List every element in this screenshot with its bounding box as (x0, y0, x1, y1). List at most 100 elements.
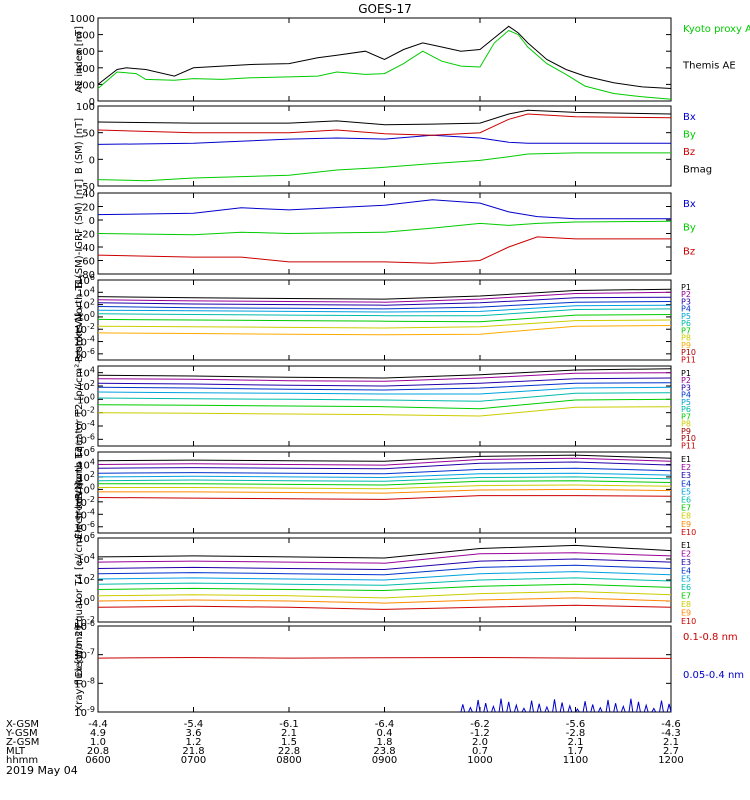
legend-series: Bx (683, 112, 696, 123)
legend-channel: P8 (681, 420, 691, 429)
ytick-label: 50 (82, 129, 95, 140)
series-line-p8 (97, 406, 672, 417)
legend-channel: P2 (681, 376, 691, 385)
legend-channel: E5 (681, 575, 691, 584)
ephem-value: 1.5 (281, 737, 297, 748)
series-line-0-1-0-8-nm (97, 656, 672, 659)
ephem-row-label: hhmm (6, 755, 38, 766)
legend-channel: P10 (681, 348, 696, 357)
panel-ylabel: Xray flux [W/m2] (74, 626, 85, 711)
legend-series: Bx (683, 199, 696, 210)
legend-channel: P3 (681, 383, 691, 392)
legend-channel: E3 (681, 471, 691, 480)
series-line-p2 (97, 291, 672, 303)
series-line-e3 (97, 461, 672, 470)
ephem-row-label: Z-GSM (6, 737, 39, 748)
legend-channel: E2 (681, 549, 691, 558)
ephem-value: -1.2 (470, 728, 490, 739)
panel-ylabel: B (SM)-IGRF (SM) [nT] (74, 179, 85, 288)
ephem-value: 0800 (276, 755, 301, 766)
ephem-value: 20.8 (87, 746, 109, 757)
series-line-p1 (97, 368, 672, 379)
legend-channel: P1 (681, 369, 691, 378)
legend-channel: P10 (681, 434, 696, 443)
panel-legend: Kyoto proxy AE Themis AE (682, 24, 750, 72)
series-line-e5 (97, 472, 672, 479)
series-line-p4 (97, 301, 672, 310)
ephem-row-label: X-GSM (6, 719, 39, 730)
series-line-themis-ae (97, 25, 672, 89)
panel-ylabel: Protons Equator T2 [p/(cm²-s-sr-keV)] (74, 313, 85, 500)
ephem-value: 22.8 (278, 746, 300, 757)
legend-channel: E4 (681, 479, 691, 488)
ephem-value: -4.4 (88, 719, 108, 730)
ephem-value: 4.9 (90, 728, 106, 739)
ephem-value: -5.4 (184, 719, 204, 730)
ephem-value: 1.8 (377, 737, 393, 748)
legend-channel: P3 (681, 297, 691, 306)
series-line-e9 (98, 488, 672, 494)
ephem-value: -2.8 (566, 728, 586, 739)
legend-channel: E9 (681, 608, 691, 617)
legend-series: 0.1-0.8 nm (683, 632, 738, 643)
legend-channel: P6 (681, 405, 691, 414)
legend-channel: E3 (681, 558, 691, 567)
series-line-e10 (97, 495, 672, 500)
series-line-p5 (97, 386, 672, 395)
series-line-e1 (97, 544, 672, 559)
legend-channel: P8 (681, 334, 691, 343)
series-line-p6 (97, 308, 672, 317)
ephem-value: 0700 (181, 755, 206, 766)
chart-title: GOES-17 (358, 2, 412, 16)
date-label: 2019 May 04 (6, 764, 78, 777)
ytick-label: 0 (89, 216, 95, 227)
series-line-e2 (97, 552, 672, 564)
ephem-value: 0.4 (377, 728, 393, 739)
ephem-value: 2.7 (663, 746, 679, 757)
panel-ylabel: B (SM) [nT] (74, 118, 85, 174)
series-line-by (97, 152, 671, 182)
series-line-p1 (97, 288, 672, 300)
panel-legend: Bx By Bz Bmag (683, 112, 712, 176)
series-line-e1 (97, 454, 672, 462)
legend-series: Bz (683, 246, 695, 257)
series-line-p7 (97, 398, 672, 410)
legend-series: Kyoto proxy AE (683, 24, 750, 35)
series-line-p3 (97, 377, 672, 387)
ytick-label: 0 (89, 155, 95, 166)
ytick-label: 20 (82, 203, 95, 214)
ytick-label: 0 (89, 97, 95, 108)
legend-series: By (683, 223, 696, 234)
legend-channel: P4 (681, 305, 691, 314)
ephem-value: -6.2 (470, 719, 490, 730)
series-line-e6 (97, 476, 672, 482)
series-line-bx (97, 199, 671, 220)
ephem-value: 1.7 (568, 746, 584, 757)
series-line-e7 (97, 583, 672, 592)
ytick-label: -60 (79, 257, 95, 268)
series-line-p7 (97, 314, 672, 323)
series-line-xray-short (460, 698, 672, 713)
ephem-value: -4.3 (661, 728, 681, 739)
panel-ylabel: Electrons Equator T4 [e/(cm²-s-sr-keV)] (74, 482, 85, 677)
ephem-value: -6.1 (279, 719, 299, 730)
panel-1: -50 0 50 100 B (SM) [nT] Bx By Bz Bmag (74, 102, 712, 193)
ytick-label: 40 (82, 189, 95, 200)
legend-series: Themis AE (682, 61, 736, 72)
legend-channel: E6 (681, 583, 691, 592)
ephem-value: 1.2 (186, 737, 202, 748)
legend-channel: E8 (681, 600, 691, 609)
ephem-value: 1100 (563, 755, 588, 766)
series-line-p6 (97, 392, 672, 402)
series-line-bz (97, 113, 672, 136)
series-line-bmag (97, 109, 672, 126)
ephem-value: -5.6 (566, 719, 586, 730)
series-line-kyoto-proxy-ae (97, 29, 672, 100)
panel-legend: 0.1-0.8 nm 0.05-0.4 nm (683, 632, 744, 681)
